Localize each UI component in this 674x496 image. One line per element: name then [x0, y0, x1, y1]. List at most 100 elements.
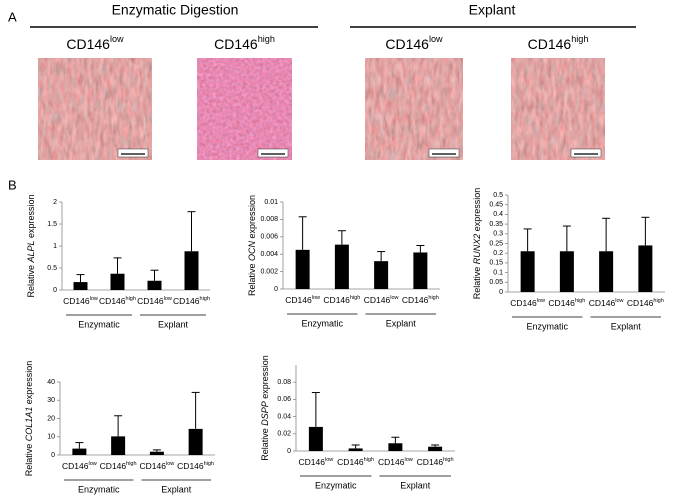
x-tick-label: CD146high — [627, 298, 664, 308]
bar — [388, 443, 403, 451]
x-tick-label: CD146high — [337, 457, 374, 467]
x-tick-label: CD146low — [285, 295, 320, 305]
image-label: CD146high — [214, 35, 275, 52]
label-base: CD146 — [528, 36, 572, 52]
image-label: CD146high — [528, 35, 589, 52]
y-tick-label: 0 — [53, 287, 57, 294]
label-superscript: low — [429, 35, 443, 45]
y-axis-label-part: expression — [472, 188, 482, 232]
bar — [184, 251, 199, 290]
y-tick-label: 40 — [47, 379, 55, 386]
label-base: CD146 — [173, 296, 200, 306]
y-axis-label-part: Relative — [26, 265, 36, 298]
y-axis-label: Relative DSPP expression — [260, 355, 270, 461]
label-superscript: high — [204, 461, 214, 467]
group-label: Explant — [158, 319, 189, 329]
label-base: CD146 — [627, 298, 654, 308]
label-base: CD146 — [548, 298, 575, 308]
scale-bar-box — [428, 148, 460, 158]
label-base: CD146 — [137, 296, 164, 306]
group-label: Explant — [386, 318, 417, 328]
bar — [73, 282, 88, 290]
y-tick-label: 10 — [47, 434, 55, 441]
y-tick-label: 0 — [51, 452, 55, 459]
y-axis-label-part: Relative — [247, 264, 257, 297]
scale-bar-box — [570, 148, 602, 158]
y-tick-label: 0.35 — [489, 221, 503, 228]
bar — [559, 251, 574, 292]
bar — [348, 448, 363, 451]
bar — [334, 244, 349, 289]
label-superscript: high — [126, 296, 136, 302]
x-tick-label: CD146low — [299, 457, 334, 467]
label-superscript: high — [350, 295, 360, 301]
label-base: CD146 — [63, 296, 90, 306]
y-axis-label: Relative ALPL expression — [26, 194, 36, 297]
label-base: CD146 — [285, 295, 312, 305]
x-tick-label: CD146high — [323, 295, 360, 305]
label-superscript: low — [325, 457, 333, 463]
y-axis-label-part: expression — [260, 355, 270, 399]
bar-chart: 0 0.02 0.04 0.06 0.08 Relative DSPP expression C… — [260, 355, 455, 490]
micrograph — [197, 58, 292, 160]
x-tick-label: CD146high — [99, 296, 136, 306]
label-superscript: low — [537, 298, 545, 304]
label-base: CD146 — [378, 457, 405, 467]
y-axis-label-part: expression — [26, 194, 36, 238]
label-base: CD146 — [299, 457, 326, 467]
label-base: CD146 — [323, 295, 350, 305]
label-superscript: high — [653, 298, 663, 304]
x-tick-label: CD146high — [173, 296, 210, 306]
y-axis-label-part: OCN — [247, 241, 257, 262]
y-axis-label-part: DSPP — [260, 401, 270, 426]
bar — [520, 251, 535, 292]
label-base: CD146 — [364, 295, 391, 305]
y-tick-label: 1 — [53, 243, 57, 250]
x-tick-label: CD146high — [402, 295, 439, 305]
bar — [295, 249, 310, 289]
label-superscript: high — [200, 296, 210, 302]
scale-bar-box — [117, 148, 149, 158]
label-superscript: high — [126, 461, 136, 467]
bar-chart: 010203040RelativeCOL1A1expressionCD146lo… — [24, 361, 215, 494]
label-base: CD146 — [100, 461, 127, 471]
bar — [599, 251, 614, 292]
x-tick-label: CD146low — [510, 298, 545, 308]
bar-chart: 0 0.002 0.004 0.006 0.008 0.01 Relative OCN expr… — [247, 195, 440, 328]
x-tick-label: CD146high — [417, 457, 454, 467]
image-label: CD146low — [385, 35, 443, 52]
x-tick-label: CD146low — [589, 298, 624, 308]
panel-label: B — [8, 177, 17, 192]
y-tick-label: 0.06 — [277, 396, 291, 403]
y-axis-label-part: ALPL — [26, 240, 36, 263]
label-superscript: high — [364, 457, 374, 463]
image-label: CD146low — [66, 35, 124, 52]
y-tick-label: 0 — [499, 289, 503, 296]
label-base: CD146 — [177, 461, 204, 471]
x-tick-label: CD146low — [137, 296, 172, 306]
label-superscript: low — [404, 457, 412, 463]
x-tick-label: CD146high — [100, 461, 137, 471]
y-tick-label: 20 — [47, 415, 55, 422]
panel-label: A — [8, 9, 17, 24]
label-superscript: high — [443, 457, 453, 463]
y-tick-label: 0.08 — [277, 379, 291, 386]
y-tick-label: 0.02 — [277, 431, 291, 438]
label-superscript: high — [571, 35, 588, 45]
bar — [638, 245, 653, 292]
bar — [188, 428, 203, 455]
label-superscript: low — [166, 461, 174, 467]
label-base: CD146 — [589, 298, 616, 308]
y-axis-label-part: Relative — [260, 428, 270, 461]
y-tick-label: 0.04 — [277, 413, 291, 420]
micrograph — [511, 58, 605, 160]
y-axis-label: Relative OCN expression — [247, 195, 257, 296]
y-tick-label: 30 — [47, 397, 55, 404]
y-tick-label: 0.004 — [260, 251, 278, 258]
label-superscript: low — [390, 295, 398, 301]
y-tick-label: 0.002 — [260, 268, 278, 275]
micrograph — [38, 58, 152, 160]
group-label: Explant — [611, 321, 642, 331]
